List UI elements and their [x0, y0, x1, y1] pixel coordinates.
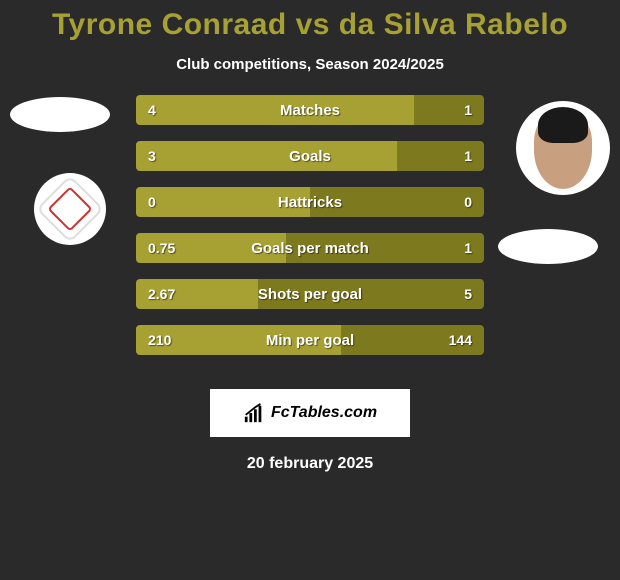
stat-row: Min per goal210144 [136, 325, 484, 355]
stat-bar-right [286, 233, 484, 263]
stat-value-left: 0.75 [148, 233, 175, 263]
stat-value-right: 1 [464, 95, 472, 125]
stat-bar-left [136, 95, 414, 125]
stat-value-left: 2.67 [148, 279, 175, 309]
stat-bar-left [136, 141, 397, 171]
player1-flag-placeholder [10, 97, 110, 132]
page-subtitle: Club competitions, Season 2024/2025 [0, 56, 620, 73]
stat-value-right: 0 [464, 187, 472, 217]
stat-bar-right [258, 279, 484, 309]
stat-bar-right [414, 95, 484, 125]
stat-row: Hattricks00 [136, 187, 484, 217]
stat-value-right: 144 [449, 325, 472, 355]
stat-value-right: 5 [464, 279, 472, 309]
stat-value-left: 3 [148, 141, 156, 171]
stat-value-left: 0 [148, 187, 156, 217]
footer-date: 20 february 2025 [0, 455, 620, 473]
fctables-logo-text: FcTables.com [271, 404, 377, 422]
fctables-logo: FcTables.com [210, 389, 410, 437]
fctables-logo-icon [243, 402, 265, 424]
stat-bar-left [136, 187, 310, 217]
stat-value-left: 210 [148, 325, 171, 355]
page-title: Tyrone Conraad vs da Silva Rabelo [0, 0, 620, 42]
comparison-area: Matches41Goals31Hattricks00Goals per mat… [0, 95, 620, 375]
stat-value-left: 4 [148, 95, 156, 125]
stat-row: Goals31 [136, 141, 484, 171]
player2-flag-placeholder [498, 229, 598, 264]
stat-bar-right [310, 187, 484, 217]
stat-row: Goals per match0.751 [136, 233, 484, 263]
player2-photo [516, 101, 610, 195]
stat-value-right: 1 [464, 233, 472, 263]
stat-row: Matches41 [136, 95, 484, 125]
stat-value-right: 1 [464, 141, 472, 171]
stat-row: Shots per goal2.675 [136, 279, 484, 309]
stat-bars: Matches41Goals31Hattricks00Goals per mat… [136, 95, 484, 355]
player1-club-badge [34, 173, 106, 245]
